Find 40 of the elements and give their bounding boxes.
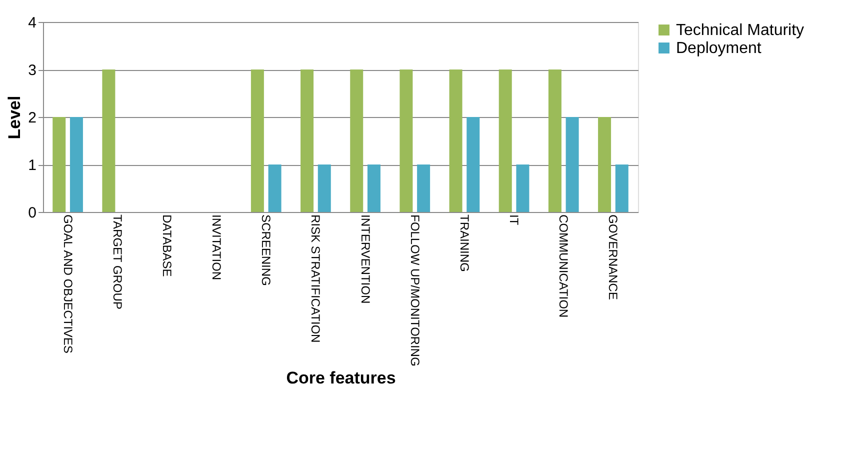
bar (516, 164, 530, 212)
y-tick-label: 0 (28, 204, 36, 222)
bar (268, 164, 282, 212)
y-tick-label: 4 (28, 14, 36, 32)
y-axis-title: Level (5, 96, 24, 140)
legend-label: Technical Maturity (676, 22, 804, 39)
x-tick-label: GOAL AND OBJECTIVES (60, 214, 75, 354)
bar (615, 164, 628, 212)
y-tick-label: 1 (28, 157, 36, 174)
bar (300, 70, 314, 212)
bar (318, 164, 331, 212)
bar (52, 117, 66, 212)
x-tick-label: COMMUNICATION (556, 214, 571, 318)
bar (466, 117, 480, 212)
bar (350, 70, 364, 212)
x-tick-label: TRAINING (457, 214, 472, 272)
legend-label: Deployment (676, 40, 762, 57)
bar (598, 117, 612, 212)
bar (566, 117, 579, 212)
bar (70, 117, 83, 212)
bar (250, 70, 264, 212)
x-axis-title: Core features (286, 368, 396, 388)
bar (449, 70, 462, 212)
y-tick-label: 3 (28, 62, 36, 79)
x-tick-label: GOVERNANCE (606, 214, 620, 300)
bar (102, 70, 116, 212)
x-tick-label: SCREENING (259, 214, 274, 286)
bar (417, 164, 430, 212)
y-tick-label: 2 (28, 110, 36, 126)
bar (548, 70, 562, 212)
bar (367, 164, 380, 212)
bar (498, 70, 512, 212)
x-tick-label: RISK STRATIFICATION (308, 214, 323, 343)
x-tick-label: DATABASE (160, 214, 174, 277)
x-tick-label: INTERVENTION (358, 214, 372, 304)
bar (400, 70, 413, 212)
x-tick-label: IT (507, 214, 522, 226)
x-tick-label: FOLLOW UP/MONITORING (408, 214, 422, 366)
x-tick-label: INVITATION (210, 214, 224, 280)
x-tick-label: TARGET GROUP (110, 214, 124, 310)
